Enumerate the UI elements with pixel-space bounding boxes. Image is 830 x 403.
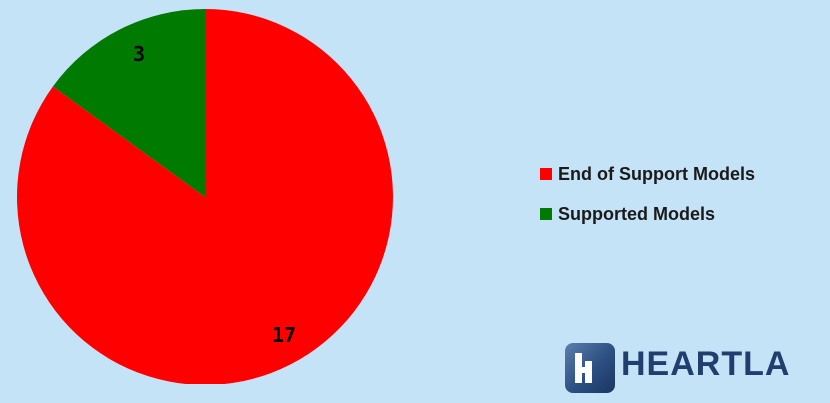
chart-legend: End of Support Models Supported Models: [540, 162, 755, 242]
logo-text: HEARTLA: [621, 345, 791, 383]
legend-label-end-of-support: End of Support Models: [558, 163, 755, 184]
legend-label-supported: Supported Models: [558, 203, 715, 224]
pie-label-end-of-support: 17: [272, 323, 296, 347]
legend-swatch-end-of-support: [540, 168, 552, 180]
legend-swatch-supported: [540, 208, 552, 220]
legend-item-supported: Supported Models: [540, 202, 755, 226]
pie-chart: 17 3: [17, 9, 393, 384]
pie-slice-supported: [52, 9, 206, 197]
pie-label-supported: 3: [133, 42, 145, 66]
legend-item-end-of-support: End of Support Models: [540, 162, 755, 186]
pie-slice-end-of-support: [17, 9, 393, 384]
heartland-logo: HEARTLA: [565, 343, 790, 403]
heartland-logo-icon: [565, 343, 615, 393]
